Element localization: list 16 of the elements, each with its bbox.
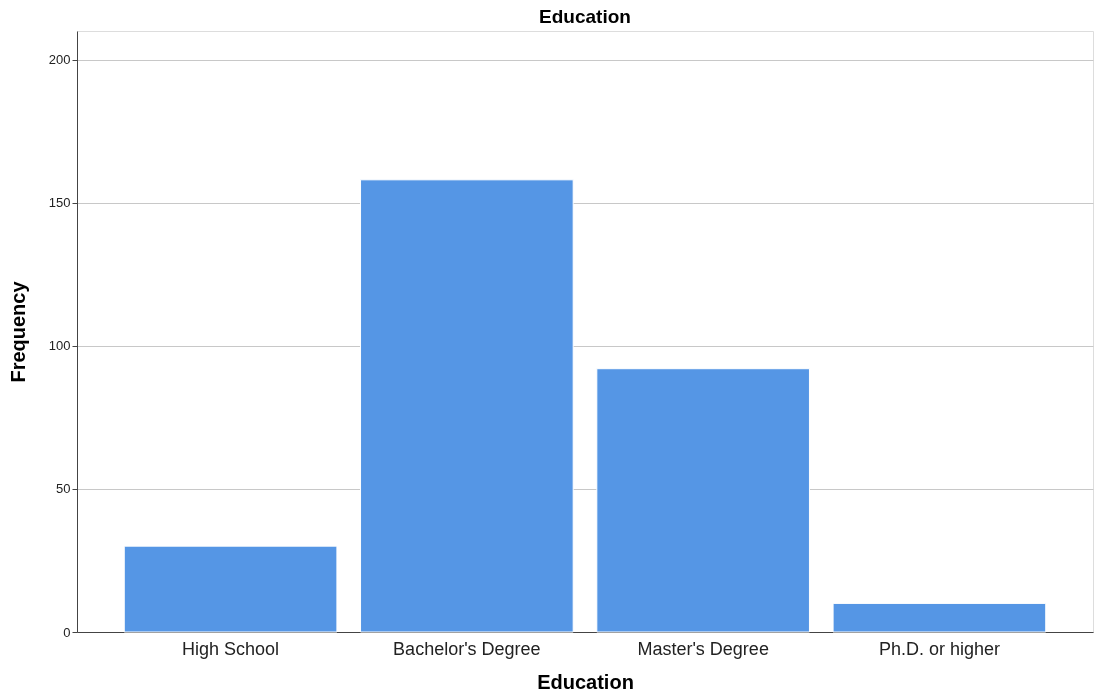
bar [596,368,810,633]
y-tick-label: 0 [63,624,71,640]
y-tick-label: 150 [48,195,71,211]
x-axis-title: Education [537,670,634,693]
bar [360,179,574,633]
x-tick-label: Ph.D. or higher [878,638,1000,659]
bar [832,602,1047,633]
x-tick-label: High School [182,638,280,659]
x-tick-label: Master's Degree [637,638,769,659]
y-tick-label: 100 [48,338,71,354]
chart-title: Education [539,6,631,27]
y-axis-title: Frequency [6,280,29,383]
x-tick-label: Bachelor's Degree [393,638,541,659]
bar [123,545,338,633]
y-tick-label: 200 [48,52,71,68]
y-tick-label: 50 [56,481,71,497]
